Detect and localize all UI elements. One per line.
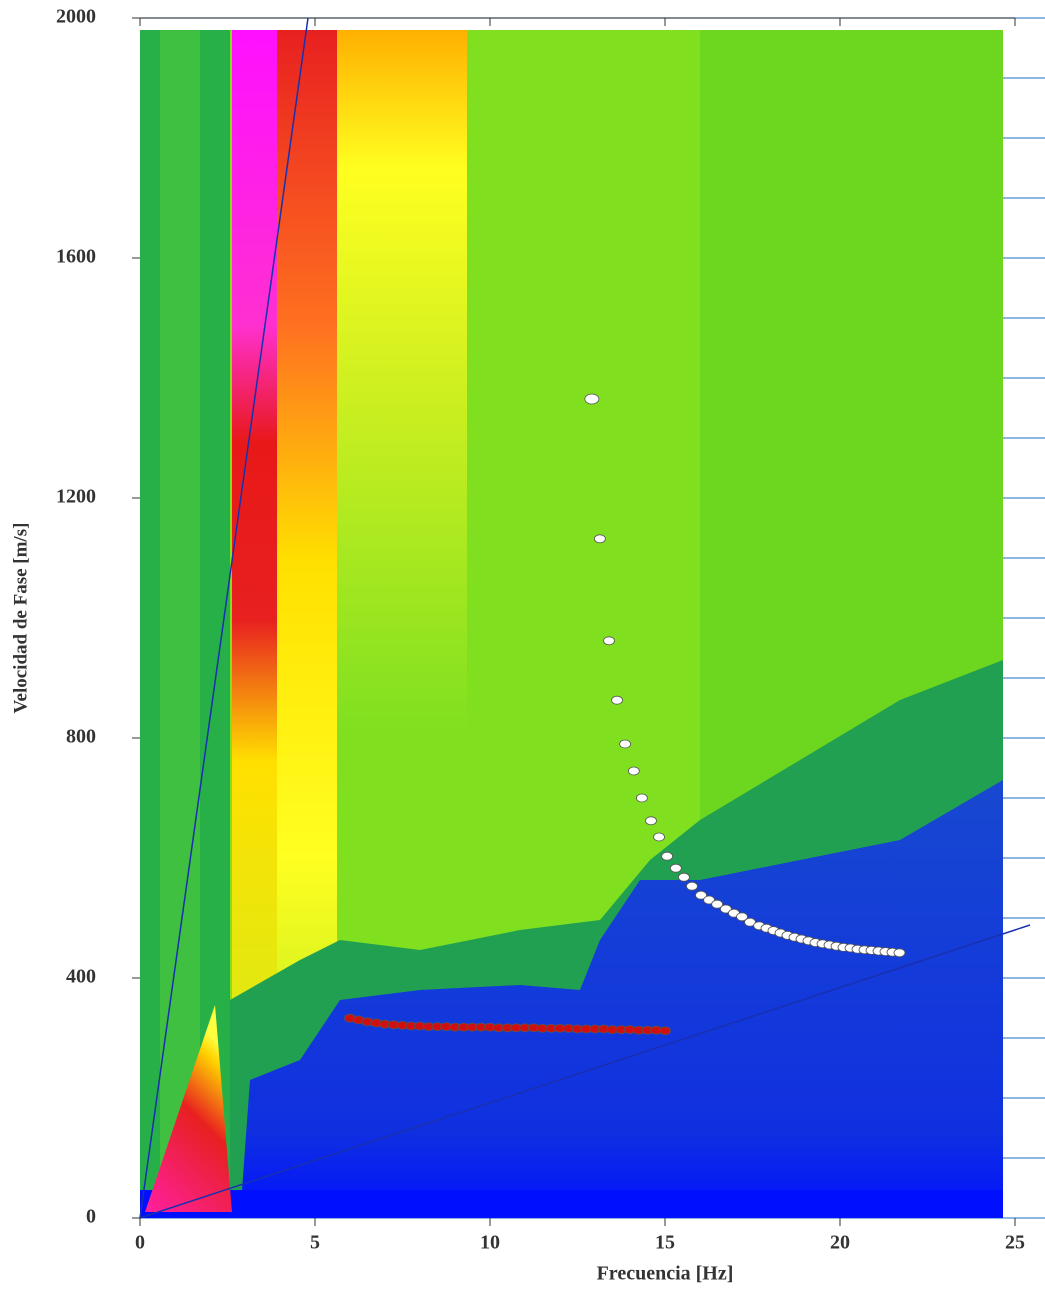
x-tick-label: 15 (655, 1232, 675, 1254)
point (661, 851, 673, 861)
y-tick-label: 1600 (56, 246, 96, 268)
x-tick-label: 20 (830, 1232, 850, 1254)
y-axis-label: Velocidad de Fase [m/s] (10, 523, 31, 714)
point (659, 1026, 671, 1036)
point (744, 917, 756, 927)
point (893, 948, 906, 958)
point (611, 695, 623, 705)
point (669, 863, 682, 873)
point (686, 881, 698, 891)
y-tick-label: 400 (66, 966, 96, 988)
point (653, 832, 665, 842)
point (703, 895, 715, 905)
x-tick-label: 0 (135, 1232, 145, 1254)
dispersion-image (139, 17, 1031, 1219)
point (594, 534, 606, 544)
x-tick-label: 25 (1005, 1232, 1025, 1254)
y-tick-label: 800 (66, 726, 96, 748)
x-tick-label: 10 (480, 1232, 500, 1254)
y-tick-label: 0 (86, 1206, 96, 1228)
point (720, 904, 732, 914)
y-tick-label: 2000 (56, 6, 96, 28)
point (645, 816, 657, 826)
point (619, 739, 631, 749)
point (584, 393, 600, 405)
point (627, 766, 640, 776)
point (603, 636, 615, 646)
y-tick-label: 1200 (56, 486, 96, 508)
point (736, 912, 748, 922)
x-tick-label: 5 (310, 1232, 320, 1254)
x-axis-label: Frecuencia [Hz] (597, 1263, 734, 1285)
point (711, 899, 724, 909)
point (678, 872, 690, 882)
points (344, 393, 906, 1036)
point (636, 793, 648, 803)
point (695, 890, 707, 900)
